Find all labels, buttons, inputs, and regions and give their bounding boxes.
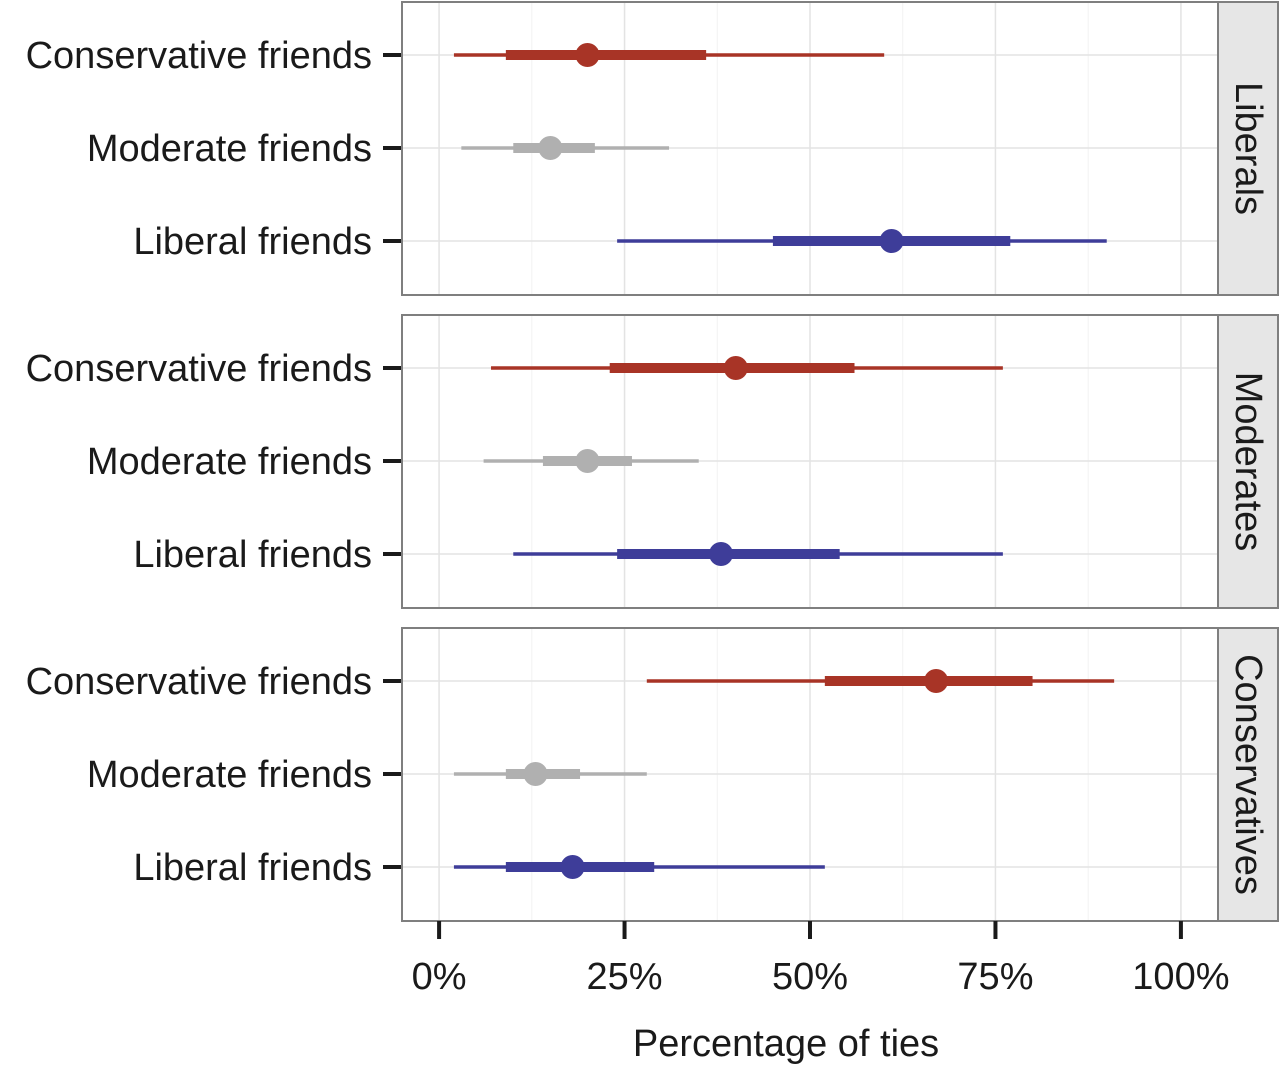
x-axis-title: Percentage of ties [633, 1023, 939, 1065]
point-estimate [523, 762, 548, 786]
facet-strip-label: Moderates [1227, 372, 1269, 552]
x-tick-label: 100% [1132, 956, 1229, 998]
point-estimate [560, 855, 585, 879]
point-estimate [879, 229, 904, 253]
category-label: Liberal friends [133, 847, 372, 889]
facet-strip [1217, 314, 1279, 609]
category-label: Conservative friends [26, 661, 372, 703]
facet-panel-conservatives: Conservative friends Moderate friends Libe… [26, 627, 1279, 922]
x-tick-label: 0% [412, 956, 467, 998]
point-estimate [924, 669, 949, 693]
facet-panels: Conservative friends Moderate friends Libe… [26, 1, 1279, 922]
category-label: Moderate friends [87, 441, 372, 483]
facet-strip-label: Liberals [1227, 82, 1269, 215]
x-tick-label: 75% [957, 956, 1033, 998]
facet-strip-label: Conservatives [1227, 654, 1269, 895]
point-estimate [708, 542, 733, 566]
facet-strip [1217, 1, 1279, 296]
point-estimate [575, 449, 600, 473]
category-label: Conservative friends [26, 348, 372, 390]
x-tick-label: 25% [587, 956, 663, 998]
point-estimate [538, 136, 563, 160]
facet-panel-moderates: Conservative friends Moderate friends Libe… [26, 314, 1279, 609]
point-estimate [575, 43, 600, 67]
category-label: Liberal friends [133, 534, 372, 576]
category-label: Conservative friends [26, 35, 372, 77]
x-tick-label: 50% [772, 956, 848, 998]
facet-panel-liberals: Conservative friends Moderate friends Libe… [26, 1, 1279, 296]
category-label: Moderate friends [87, 128, 372, 170]
x-axis: 0% 25% 50% 75% 100% [412, 921, 1230, 998]
facet-strip [1217, 627, 1279, 922]
point-estimate [723, 356, 748, 380]
category-label: Moderate friends [87, 754, 372, 796]
category-label: Liberal friends [133, 221, 372, 263]
